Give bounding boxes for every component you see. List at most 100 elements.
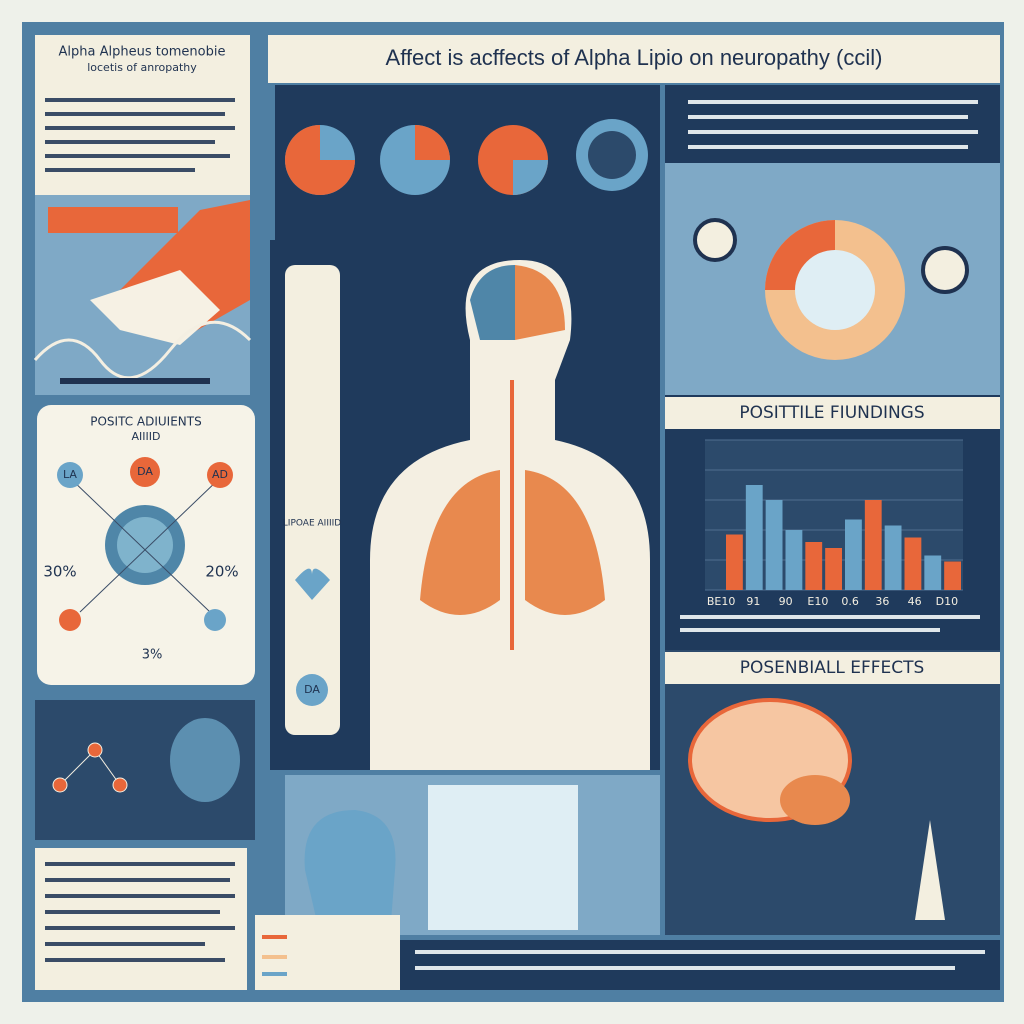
decoration: [296, 674, 328, 706]
decoration: [515, 265, 565, 340]
panel: [415, 950, 985, 954]
decoration: [525, 470, 605, 615]
x-tick-label: BE10: [707, 595, 736, 608]
panel: [45, 958, 225, 962]
bar: [765, 500, 783, 590]
panel: [262, 935, 287, 939]
label: 3%: [142, 648, 163, 663]
label: LA: [63, 468, 77, 481]
decoration: [915, 820, 945, 920]
decoration: [795, 250, 875, 330]
panel: [262, 972, 287, 976]
bar: [805, 542, 823, 590]
bar: [864, 500, 882, 590]
decoration: [170, 718, 240, 802]
bar: [904, 537, 922, 590]
panel: [688, 100, 978, 104]
decoration: [921, 246, 969, 294]
decoration: [45, 862, 235, 962]
panel: [45, 926, 235, 930]
panel: [262, 955, 287, 959]
decoration: [420, 470, 500, 615]
label: POSITTILE FIUNDINGS: [739, 403, 924, 423]
label: DA: [304, 683, 320, 696]
decoration: [87, 742, 103, 758]
decoration: [59, 749, 96, 786]
decoration: [470, 265, 515, 340]
decoration: [285, 125, 355, 195]
label: POSITC ADIUIENTS: [90, 415, 201, 429]
x-tick-label: E10: [807, 595, 828, 608]
decoration: [688, 100, 978, 149]
decoration: [304, 810, 396, 935]
decoration: [45, 98, 235, 172]
label: AIIIID: [132, 430, 161, 443]
decoration: [117, 517, 173, 573]
decoration: [57, 462, 83, 488]
panel: [45, 168, 195, 172]
decoration: [588, 131, 636, 179]
panel: [285, 265, 340, 735]
panel: [48, 207, 178, 233]
panel: [415, 966, 955, 970]
decoration: [130, 457, 160, 487]
x-tick-label: 0.6: [841, 595, 859, 608]
decoration: [69, 477, 211, 613]
panel: [665, 652, 1000, 684]
label: LIPOAE AIIIID: [283, 519, 341, 529]
panel: [45, 140, 215, 144]
decoration: [780, 775, 850, 825]
panel: [268, 35, 1000, 83]
decoration: [69, 477, 221, 613]
decoration: [207, 462, 233, 488]
decoration: [255, 915, 400, 990]
bar: [785, 530, 803, 590]
panel: [60, 378, 210, 384]
decoration: [204, 609, 226, 631]
label: Affect is acffects of Alpha Lipio on neu…: [386, 45, 883, 70]
panel: [45, 878, 230, 882]
decoration: [112, 777, 128, 793]
decoration: [52, 777, 68, 793]
label: POSENBIALL EFFECTS: [740, 658, 925, 678]
panel: [45, 112, 225, 116]
bar: [745, 485, 763, 590]
label: 20%: [205, 563, 238, 581]
label: Alpha Alpheus tomenobie: [58, 45, 225, 60]
decoration: [693, 218, 737, 262]
decoration: [33, 320, 252, 380]
panel: [400, 940, 1000, 990]
bar: [944, 561, 961, 590]
decoration: [79, 477, 221, 613]
x-tick-label: D10: [936, 595, 958, 608]
panel: [688, 130, 978, 134]
label: DA: [137, 465, 153, 478]
x-tick-label: 36: [875, 595, 889, 608]
bar: [924, 555, 942, 590]
label: AD: [212, 468, 228, 481]
panel: [665, 85, 1000, 163]
panel: [688, 115, 968, 119]
decoration: [59, 609, 81, 631]
panel: [255, 915, 400, 990]
decoration: [680, 615, 980, 632]
x-tick-label: 90: [779, 595, 793, 608]
panel: [680, 615, 980, 619]
panel: [45, 910, 220, 914]
bar: [825, 548, 842, 590]
decoration: [295, 568, 330, 600]
panel: [35, 848, 247, 990]
label: 30%: [43, 563, 76, 581]
x-tick-label: 46: [908, 595, 922, 608]
panel: [665, 397, 1000, 429]
decoration: [415, 950, 985, 970]
decoration: [52, 742, 128, 793]
panel: [688, 145, 968, 149]
decoration: [415, 125, 450, 160]
panel: [45, 894, 235, 898]
panel: [45, 98, 235, 102]
panel: [428, 785, 578, 930]
panel: [45, 942, 205, 946]
